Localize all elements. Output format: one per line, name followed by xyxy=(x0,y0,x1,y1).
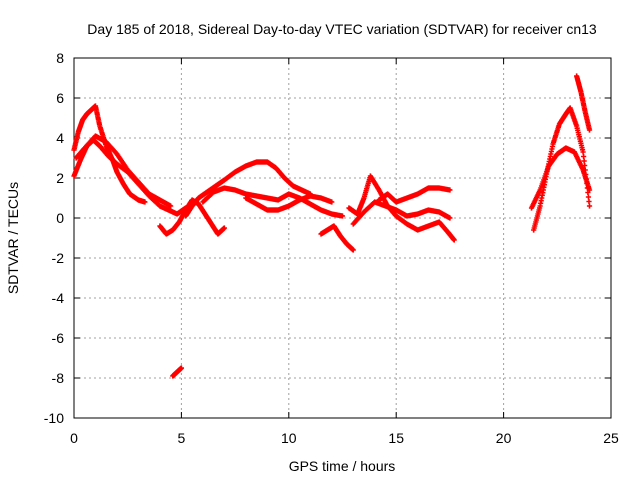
chart-title: Day 185 of 2018, Sidereal Day-to-day VTE… xyxy=(87,21,597,37)
y-tick-label: -4 xyxy=(52,290,65,306)
series-arc-6 xyxy=(200,185,346,219)
series-arc-11 xyxy=(376,185,453,205)
data-point xyxy=(580,149,586,155)
data-point xyxy=(178,365,184,371)
x-tick-label: 0 xyxy=(70,430,78,446)
series-arc-9 xyxy=(346,173,457,243)
series-arc-1 xyxy=(71,103,148,205)
y-tick-label: 0 xyxy=(56,210,64,226)
x-tick-label: 10 xyxy=(281,430,297,446)
x-tick-label: 20 xyxy=(496,430,512,446)
x-tick-label: 25 xyxy=(603,430,619,446)
series-arc-8 xyxy=(318,223,356,253)
series-arc-14 xyxy=(528,145,593,211)
y-tick-label: -6 xyxy=(52,330,65,346)
y-axis-label: SDTVAR / TECUs xyxy=(5,182,21,294)
series-arc-3 xyxy=(73,133,174,209)
data-point xyxy=(350,247,356,253)
data-point xyxy=(586,203,593,209)
data-point-interp xyxy=(586,198,592,205)
data-point xyxy=(447,215,453,221)
y-tick-label: 2 xyxy=(56,170,64,186)
plot-frame xyxy=(73,57,612,419)
series-arc-5 xyxy=(183,159,313,219)
data-point-interp xyxy=(581,158,587,164)
data-point xyxy=(586,187,593,193)
data-point xyxy=(221,225,227,231)
data-point xyxy=(586,127,593,133)
y-tick-label: 4 xyxy=(56,130,64,146)
series-arc-15 xyxy=(574,73,593,133)
series-arc-12 xyxy=(170,365,184,379)
grid-lines xyxy=(74,58,611,418)
data-point-interp xyxy=(581,153,587,160)
y-tick-label: -2 xyxy=(52,250,65,266)
data-point-interp xyxy=(585,194,592,200)
series-arc-7 xyxy=(243,193,335,213)
y-tick-label: 8 xyxy=(56,50,64,66)
data-point xyxy=(329,199,335,205)
data-point xyxy=(142,199,148,205)
x-tick-label: 15 xyxy=(388,430,404,446)
data-point xyxy=(451,237,457,243)
y-tick-label: 6 xyxy=(56,90,64,106)
axis-ticks: 0 5 10 15 20 25 -10 -8 -6 -4 -2 0 2 4 6 8 xyxy=(44,50,619,446)
data-point xyxy=(447,187,453,193)
series-arc-10 xyxy=(350,199,453,227)
x-axis-label: GPS time / hours xyxy=(289,458,396,474)
y-tick-label: -8 xyxy=(52,370,65,386)
data-points xyxy=(71,73,593,379)
data-point xyxy=(339,213,346,219)
x-tick-label: 5 xyxy=(178,430,186,446)
y-tick-label: -10 xyxy=(44,410,64,426)
data-point xyxy=(168,203,174,209)
